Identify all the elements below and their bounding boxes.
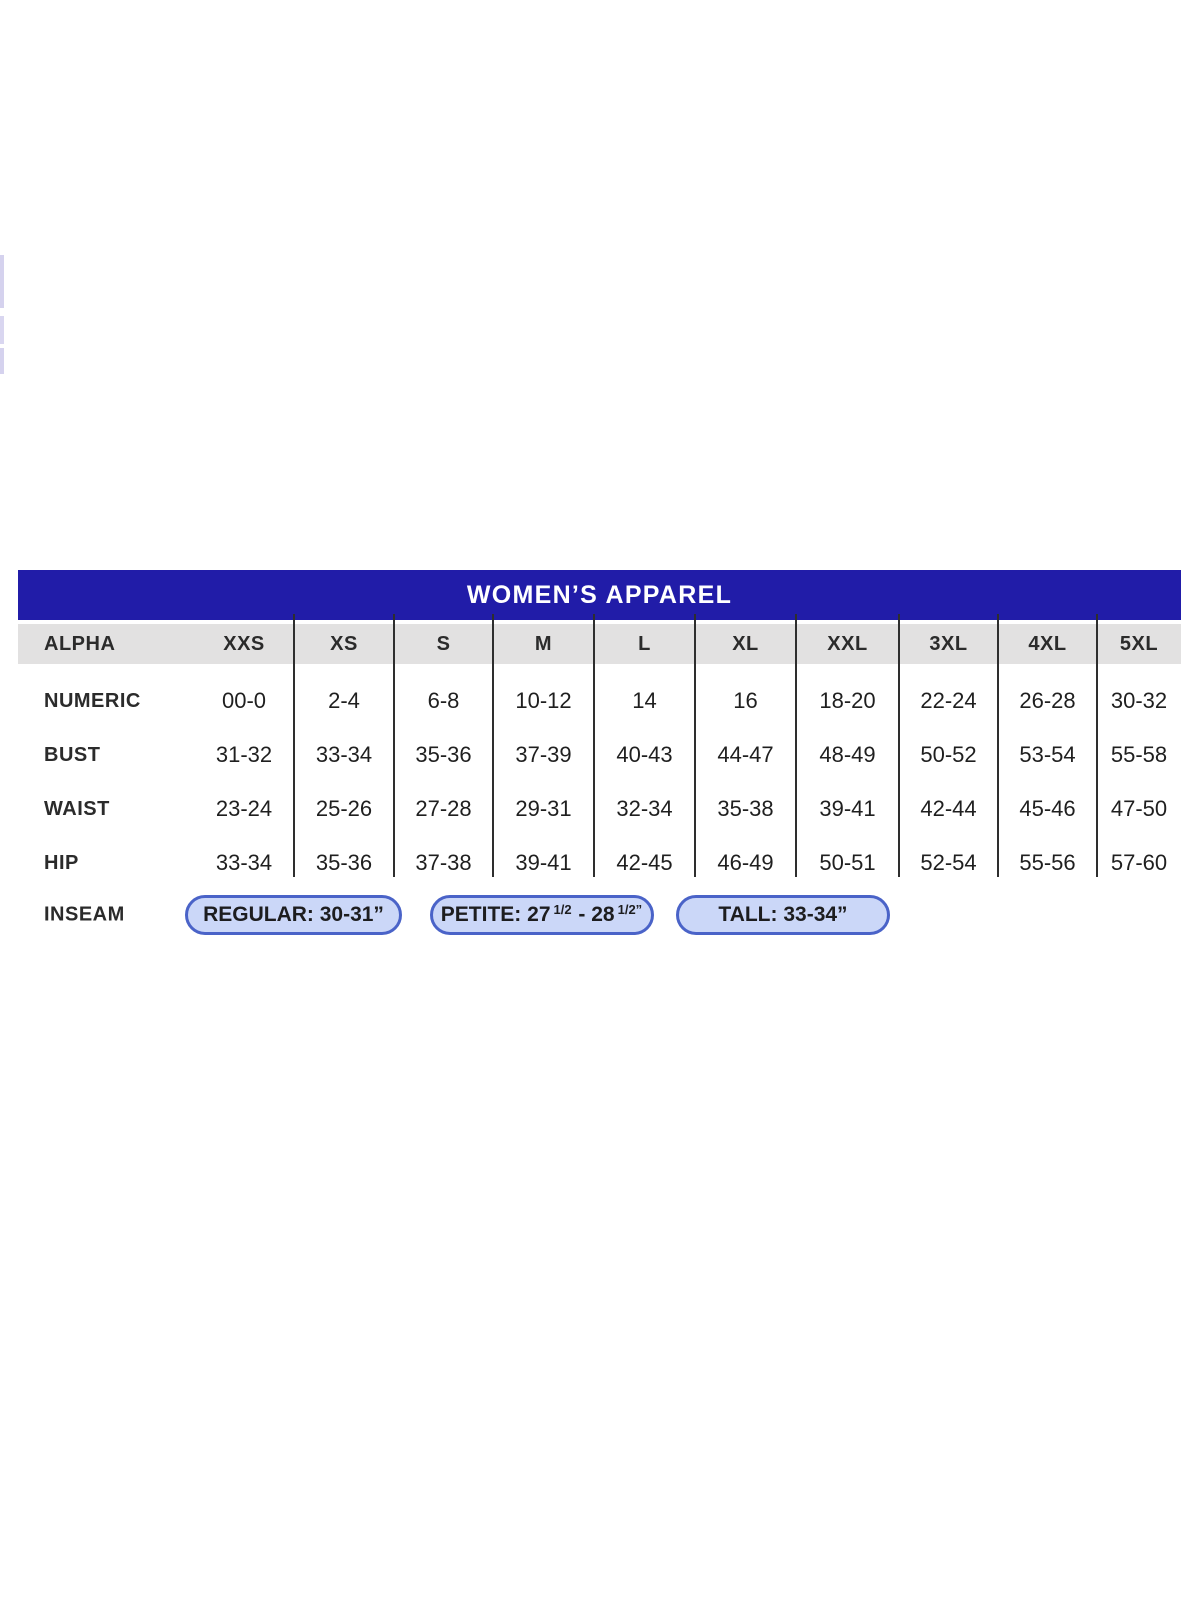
inseam-row: INSEAM REGULAR: 30-31” PETITE: 27 1/2 - 28… bbox=[18, 894, 1181, 936]
left-edge-artifact bbox=[0, 255, 4, 308]
table-cell: 6-8 bbox=[427, 688, 460, 713]
row-label: BUST bbox=[44, 743, 101, 766]
table-cell: 16 bbox=[733, 688, 758, 713]
table-cell: 18-20 bbox=[819, 688, 876, 713]
table-cell: 35-38 bbox=[717, 796, 774, 821]
table-cell: 35-36 bbox=[315, 850, 373, 875]
row-label: NUMERIC bbox=[44, 689, 141, 712]
table-cell: 10-12 bbox=[515, 688, 572, 713]
table-cell: 42-44 bbox=[920, 796, 977, 821]
table-body: NUMERIC 00-0 2-4 6-8 10-12 14 16 18-20 22-24 26-2… bbox=[18, 664, 1181, 890]
tall-inseam-pill: TALL: 33-34” bbox=[676, 895, 890, 935]
column-header: XXL bbox=[796, 624, 899, 664]
table-cell: 29-31 bbox=[515, 796, 572, 821]
row-label-inseam: INSEAM bbox=[44, 903, 125, 926]
table-cell: 50-51 bbox=[819, 850, 876, 875]
table-cell: 55-56 bbox=[1019, 850, 1076, 875]
table-cell: 22-24 bbox=[920, 688, 977, 713]
column-divider bbox=[293, 614, 295, 877]
table-cell: 44-47 bbox=[717, 742, 774, 767]
size-chart-table: WOMEN’S APPAREL ALPHA XXS XS S M L XL XXL 3XL 4XL… bbox=[18, 570, 1181, 936]
table-cell: 33-34 bbox=[315, 742, 373, 767]
regular-inseam-pill: REGULAR: 30-31” bbox=[185, 895, 402, 935]
table-cell: 57-60 bbox=[1110, 850, 1168, 875]
column-divider bbox=[593, 614, 595, 877]
column-header-alpha: ALPHA bbox=[18, 624, 194, 664]
table-cell: 39-41 bbox=[819, 796, 876, 821]
row-label: WAIST bbox=[44, 797, 110, 820]
table-cell: 42-45 bbox=[616, 850, 673, 875]
table-cell: 37-38 bbox=[415, 850, 472, 875]
column-divider bbox=[997, 614, 999, 877]
table-cell: 25-26 bbox=[315, 796, 373, 821]
column-header: 3XL bbox=[899, 624, 998, 664]
table-cell: 46-49 bbox=[717, 850, 774, 875]
left-edge-artifact bbox=[0, 316, 4, 344]
column-header: 4XL bbox=[998, 624, 1097, 664]
column-divider bbox=[795, 614, 797, 877]
column-header: XS bbox=[294, 624, 394, 664]
table-cell: 50-52 bbox=[920, 742, 977, 767]
table-title: WOMEN’S APPAREL bbox=[466, 580, 733, 609]
table-cell: 27-28 bbox=[415, 796, 472, 821]
table-cell: 2-4 bbox=[328, 688, 360, 713]
row-label: HIP bbox=[44, 851, 79, 874]
table-cell: 45-46 bbox=[1019, 796, 1076, 821]
column-divider bbox=[1096, 614, 1098, 877]
column-header: L bbox=[594, 624, 695, 664]
header-row: ALPHA XXS XS S M L XL XXL 3XL 4XL 5XL bbox=[18, 624, 1181, 664]
table-cell: 48-49 bbox=[819, 742, 876, 767]
table-cell: 37-39 bbox=[515, 742, 572, 767]
table-cell: 14 bbox=[632, 688, 657, 713]
table-cell: 53-54 bbox=[1019, 742, 1076, 767]
column-header: XL bbox=[695, 624, 796, 664]
column-header: S bbox=[394, 624, 493, 664]
table-cell: 55-58 bbox=[1110, 742, 1168, 767]
table-cell: 26-28 bbox=[1019, 688, 1076, 713]
table-cell: 30-32 bbox=[1110, 688, 1168, 713]
table-cell: 23-24 bbox=[215, 796, 273, 821]
table-cell: 35-36 bbox=[415, 742, 472, 767]
table-cell: 00-0 bbox=[221, 688, 267, 713]
table-cell: 40-43 bbox=[616, 742, 673, 767]
petite-inseam-pill: PETITE: 27 1/2 - 28 1/2” bbox=[430, 895, 654, 935]
column-header: M bbox=[493, 624, 594, 664]
table-cell: 32-34 bbox=[616, 796, 673, 821]
inseam-pills: REGULAR: 30-31” PETITE: 27 1/2 - 28 1/2” TAL… bbox=[18, 894, 1181, 936]
column-header: 5XL bbox=[1097, 624, 1181, 664]
column-divider bbox=[694, 614, 696, 877]
column-header: XXS bbox=[194, 624, 294, 664]
column-divider bbox=[492, 614, 494, 877]
table-cell: 39-41 bbox=[515, 850, 572, 875]
column-divider bbox=[393, 614, 395, 877]
table-cell: 47-50 bbox=[1110, 796, 1168, 821]
table-title-bar: WOMEN’S APPAREL bbox=[18, 570, 1181, 620]
table-cell: 31-32 bbox=[215, 742, 273, 767]
table-cell: 33-34 bbox=[215, 850, 273, 875]
left-edge-artifact bbox=[0, 348, 4, 374]
table-cell: 52-54 bbox=[920, 850, 977, 875]
column-divider bbox=[898, 614, 900, 877]
